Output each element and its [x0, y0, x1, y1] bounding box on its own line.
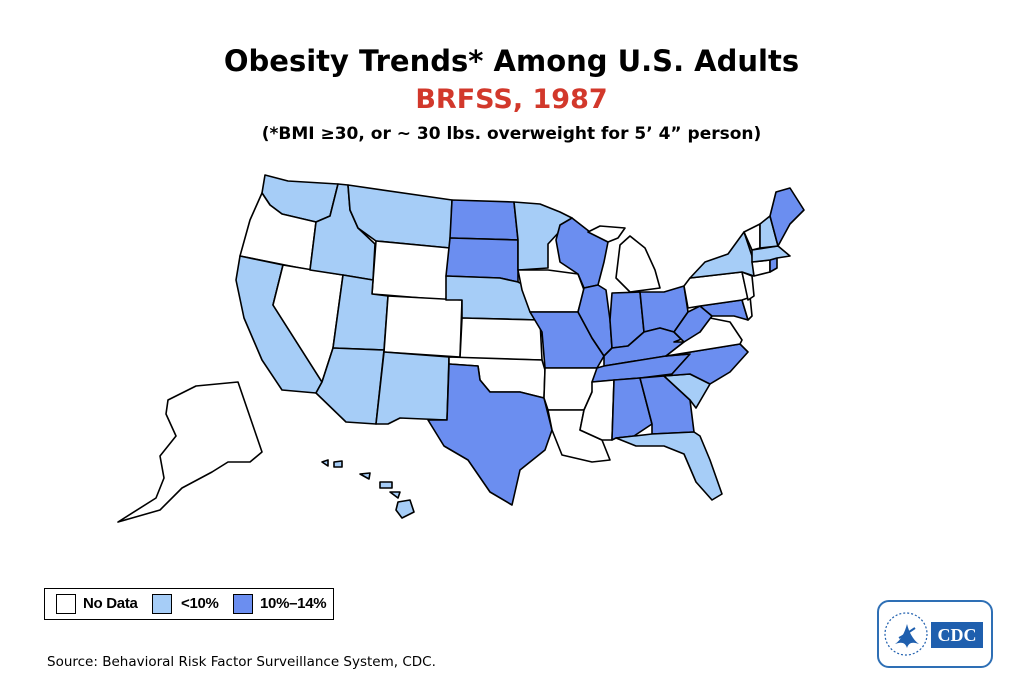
legend-swatch-10-14 — [233, 594, 253, 614]
legend-label-lt10: <10% — [181, 595, 219, 612]
cdc-text: CDC — [937, 625, 977, 645]
hhs-eagle-icon — [884, 612, 928, 656]
page-subtitle: BRFSS, 1987 — [415, 84, 608, 115]
state-HI — [321, 459, 415, 519]
legend-label-no-data: No Data — [83, 595, 138, 612]
state-TX — [427, 363, 553, 506]
state-ND — [449, 199, 519, 241]
legend-swatch-no-data — [56, 594, 76, 614]
state-NC — [663, 343, 749, 385]
state-AK — [117, 381, 263, 523]
state-MN — [513, 201, 573, 271]
legend-swatch-lt10 — [152, 594, 172, 614]
bmi-note: (*BMI ≥30, or ~ 30 lbs. overweight for 5… — [261, 124, 762, 144]
state-IA — [517, 269, 585, 313]
state-KS — [459, 317, 543, 361]
cdc-logo: CDC — [877, 600, 993, 668]
state-NM — [375, 351, 450, 425]
state-NY — [689, 231, 755, 279]
state-MI — [587, 225, 661, 293]
source-note: Source: Behavioral Risk Factor Surveilla… — [47, 654, 436, 670]
state-CO — [383, 295, 463, 358]
state-SD — [445, 237, 519, 283]
legend-label-10-14: 10%–14% — [260, 595, 327, 612]
state-AZ — [315, 347, 385, 425]
state-WY — [371, 240, 451, 301]
legend: No Data <10% 10%–14% — [44, 588, 334, 620]
state-FL — [615, 431, 723, 501]
state-ME — [769, 187, 805, 247]
cdc-wordmark: CDC — [931, 622, 983, 648]
page-title: Obesity Trends* Among U.S. Adults — [223, 44, 800, 78]
